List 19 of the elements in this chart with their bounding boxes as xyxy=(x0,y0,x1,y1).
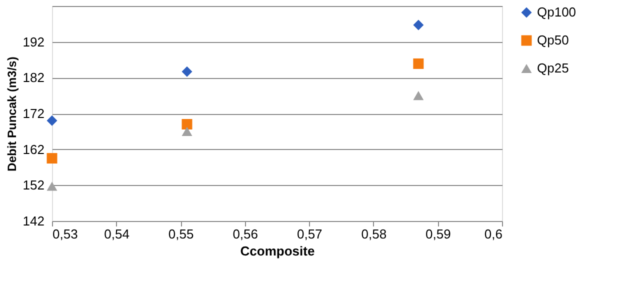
x-tick-label: 0,58 xyxy=(361,226,387,242)
legend-label: Qp50 xyxy=(537,32,569,48)
x-tick-label: 0,57 xyxy=(296,226,322,242)
x-tick-label: 0,56 xyxy=(232,226,258,242)
x-tick-label: 0,53 xyxy=(52,226,78,242)
y-tick-label: 152 xyxy=(22,178,44,193)
y-tick-label: 162 xyxy=(22,142,44,157)
legend-label: Qp100 xyxy=(537,4,576,20)
y-tick-label: 182 xyxy=(22,70,44,86)
y-tick-label: 142 xyxy=(22,214,44,228)
x-tick-label: 0,54 xyxy=(104,226,130,242)
x-tick-label: 0,59 xyxy=(426,226,451,242)
y-axis-title: Debit Puncak (m3/s) xyxy=(4,56,19,172)
x-tick-label: 0,6 xyxy=(484,226,502,242)
legend-label: Qp25 xyxy=(537,60,569,76)
y-tick-label: 192 xyxy=(22,34,44,50)
y-tick-label: 172 xyxy=(22,106,44,121)
x-axis-title: Ccomposite xyxy=(240,244,315,258)
x-tick-label: 0,55 xyxy=(168,226,194,242)
